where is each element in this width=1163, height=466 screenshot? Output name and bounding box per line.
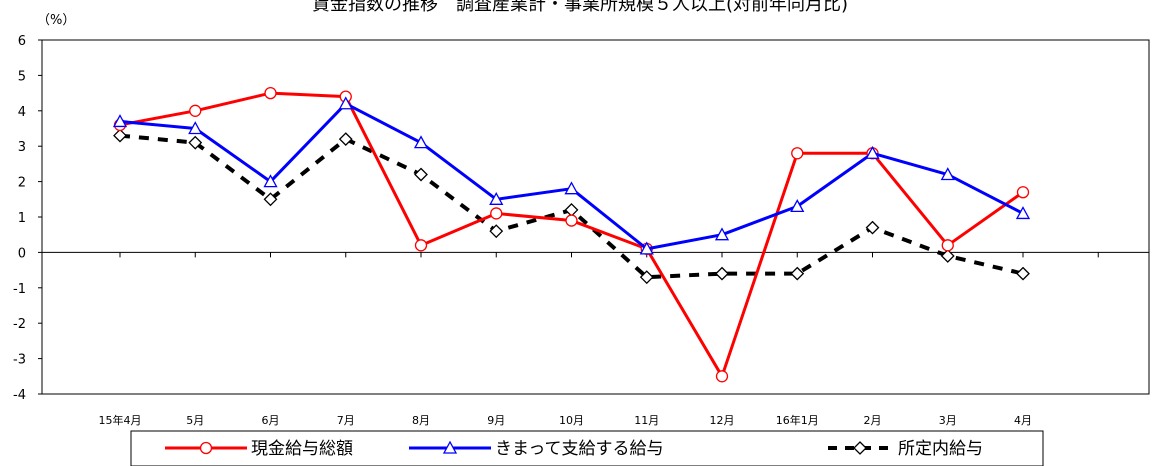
data-point-marker [263, 192, 278, 207]
data-point-marker [489, 224, 504, 239]
x-tick-label: 15年4月 [99, 413, 142, 427]
data-point-marker [714, 227, 730, 241]
y-tick-label: -1 [13, 282, 26, 297]
data-point-marker [790, 266, 805, 281]
data-point-marker [1015, 206, 1031, 220]
y-tick-label: 1 [18, 211, 26, 226]
y-axis-unit: （%） [37, 13, 75, 28]
legend-label: 所定内給与 [898, 439, 983, 459]
legend-label: 現金給与総額 [251, 439, 353, 459]
series-2 [112, 96, 1031, 255]
data-point-marker [264, 86, 277, 100]
data-point-marker [338, 132, 353, 147]
data-point-marker [940, 249, 955, 263]
data-point-marker [490, 207, 503, 220]
y-tick-label: 6 [18, 34, 26, 49]
x-tick-label: 7月 [337, 414, 355, 427]
axes: 6 5 4 3 2 1 0 -1 -2 -3 -4 15年4月 5月 6月 7月 8月 9月 10月 11月 12月 1… [13, 34, 1149, 427]
x-tick-label: 4月 [1014, 414, 1032, 427]
series-line [119, 102, 1024, 251]
y-tick-label: 3 [18, 140, 26, 155]
legend-item: 所定内給与 [828, 439, 983, 459]
y-tick-label: 2 [18, 176, 26, 191]
data-point-marker [413, 135, 429, 149]
data-point-marker [188, 121, 203, 135]
series-layer [112, 86, 1031, 383]
x-tick-label: 9月 [487, 414, 505, 427]
x-tick-label: 3月 [939, 414, 957, 427]
data-point-marker [263, 174, 278, 188]
x-tick-label: 5月 [186, 414, 204, 427]
x-tick-label: 12月 [710, 414, 735, 427]
x-tick-label: 16年1月 [776, 413, 819, 427]
y-tick-label: 4 [18, 105, 26, 120]
legend-item: きまって支給する給与 [409, 439, 663, 459]
legend: 現金給与総額 きまって支給する給与 所定内給与 [165, 439, 983, 459]
data-point-marker [338, 96, 353, 110]
y-tick-label: -2 [13, 317, 26, 332]
data-point-marker [790, 199, 805, 213]
data-point-marker [715, 370, 729, 383]
data-point-marker [414, 167, 428, 182]
x-tick-label: 10月 [559, 414, 584, 427]
plot-area [41, 39, 1150, 395]
chart-title: 賃金指数の推移 調査産業計・事業所規模５人以上(対前年同月比) [312, 0, 848, 15]
data-point-marker [940, 167, 955, 181]
data-point-marker [564, 203, 579, 217]
data-point-marker [188, 135, 203, 150]
legend-marker [853, 441, 867, 455]
legend-marker [442, 440, 458, 454]
series-3 [113, 128, 1030, 285]
data-point-marker [865, 220, 880, 235]
y-tick-label: -4 [13, 388, 26, 403]
data-point-marker [1016, 186, 1030, 199]
legend-label: きまって支給する給与 [495, 439, 663, 459]
y-tick-label: -3 [13, 353, 26, 368]
data-point-marker [791, 147, 804, 160]
data-point-marker [564, 181, 579, 195]
data-point-marker [113, 128, 127, 143]
data-point-marker [189, 104, 202, 117]
legend-marker [199, 441, 213, 455]
y-tick-label: 5 [18, 69, 26, 84]
data-point-marker [639, 270, 654, 285]
x-tick-label: 2月 [864, 414, 882, 427]
data-point-marker [565, 214, 578, 227]
data-point-marker [112, 114, 128, 128]
data-point-marker [1016, 266, 1030, 281]
x-tick-label: 11月 [634, 414, 659, 427]
data-point-marker [715, 266, 729, 281]
data-point-marker [489, 191, 504, 205]
legend-item: 現金給与総額 [165, 439, 353, 459]
x-tick-label: 6月 [262, 414, 280, 427]
legend-box [130, 430, 1044, 466]
data-point-marker [941, 239, 954, 252]
data-point-marker [414, 239, 428, 252]
data-point-marker [865, 145, 880, 159]
x-tick-label: 8月 [412, 414, 430, 427]
data-point-marker [639, 241, 654, 255]
y-tick-label: 0 [18, 246, 26, 261]
